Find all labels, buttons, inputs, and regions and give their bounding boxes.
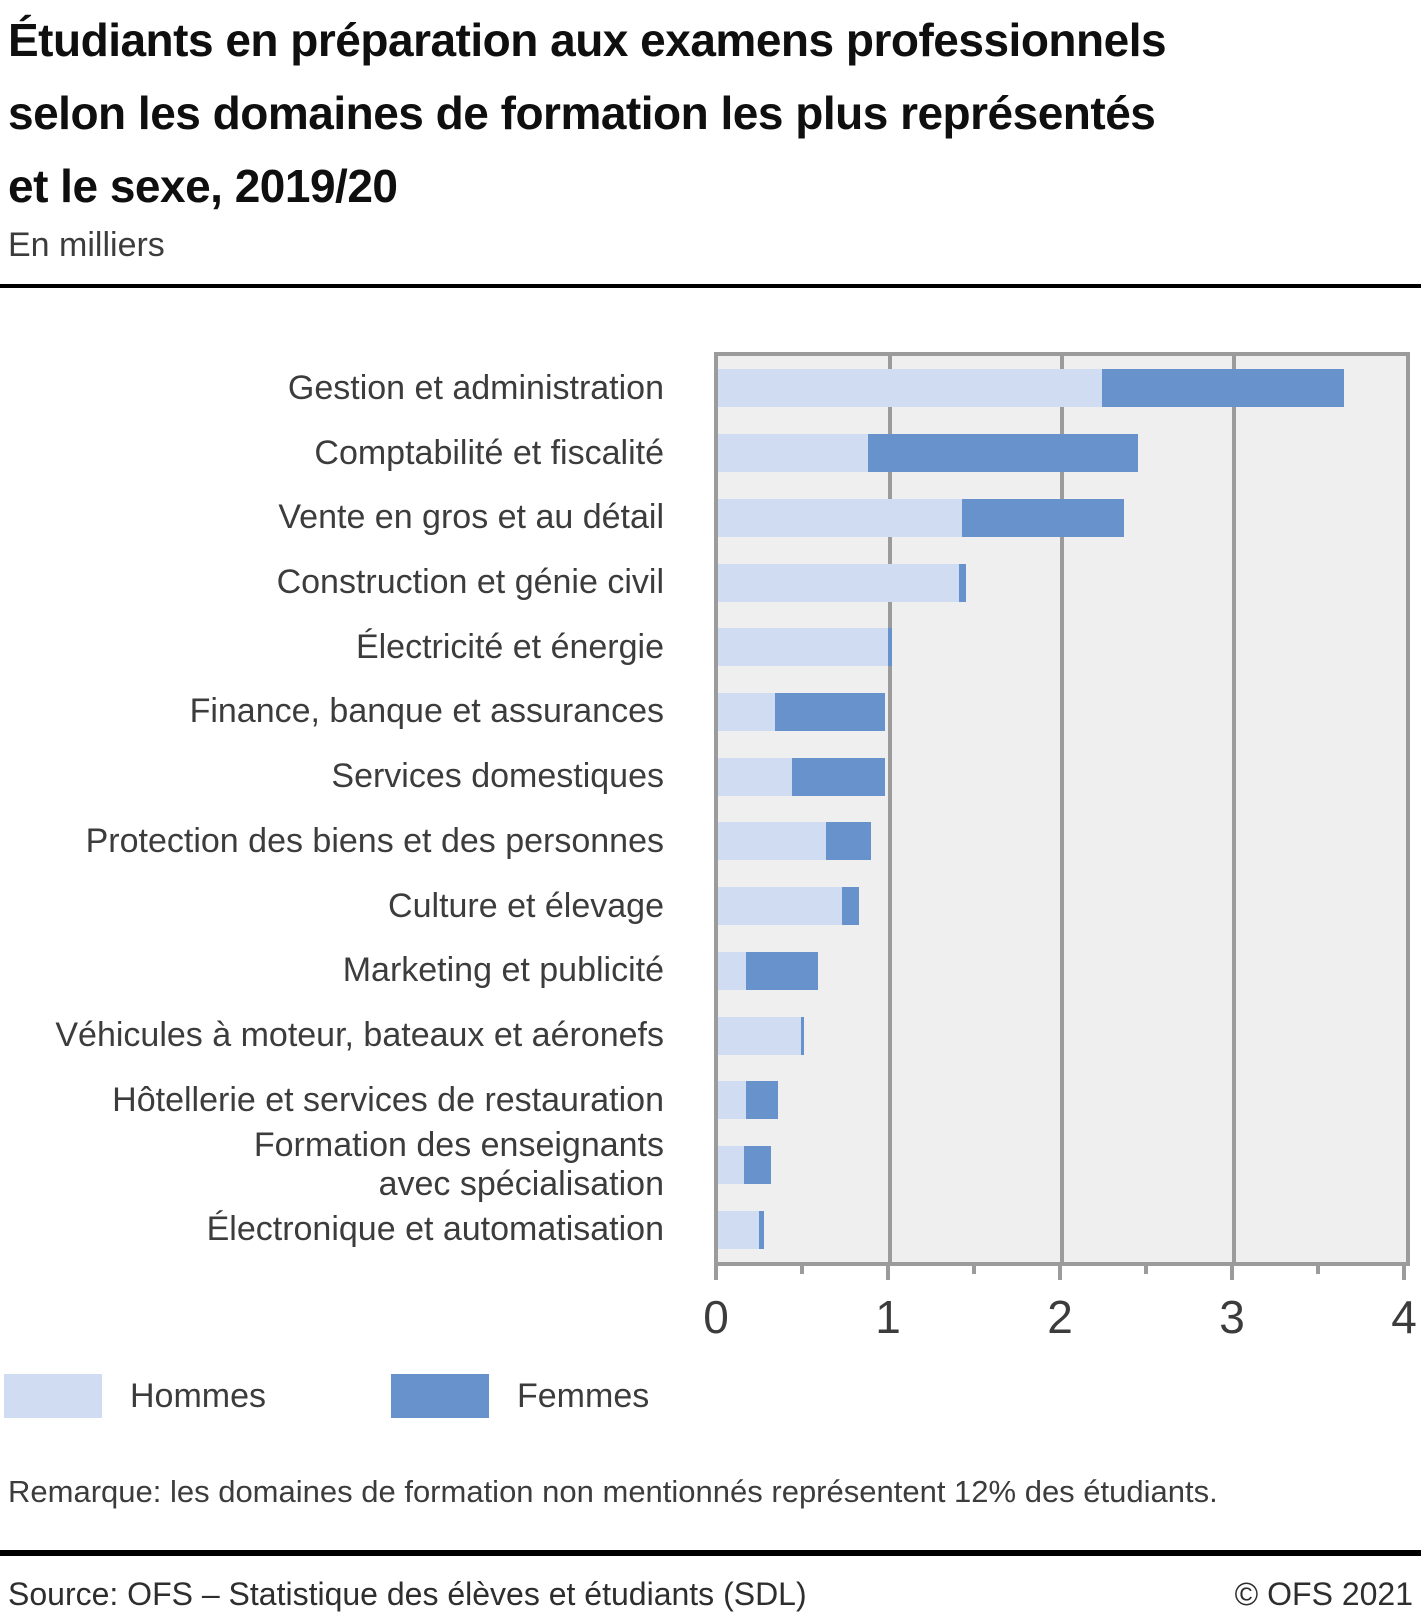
bar-row <box>718 822 872 861</box>
category-label: Formation des enseignants avec spécialis… <box>253 1125 664 1203</box>
x-tick-label: 0 <box>703 1291 729 1343</box>
x-axis-major-tick <box>1230 1266 1234 1280</box>
x-axis: 0 1 2 3 4 <box>703 1266 1417 1386</box>
category-label: Protection des biens et des personnes <box>85 821 664 860</box>
bar-row <box>718 757 885 796</box>
category-label: Finance, banque et assurances <box>189 692 664 731</box>
category-label: Marketing et publicité <box>342 951 664 990</box>
bar-segment-hommes <box>718 628 889 667</box>
gridline-3 <box>1232 356 1236 1262</box>
gridline-1 <box>888 356 892 1262</box>
bar-segment-hommes <box>718 1145 744 1184</box>
source-text: Source: OFS – Statistique des élèves et … <box>8 1576 807 1612</box>
x-axis-minor-tick <box>972 1266 976 1274</box>
category-label: Vente en gros et au détail <box>278 498 664 537</box>
plot-area <box>714 352 1410 1266</box>
chart-subtitle: En milliers <box>8 226 165 264</box>
bar-row <box>718 692 885 731</box>
bar-segment-hommes <box>718 563 959 602</box>
bar-segment-hommes <box>718 887 842 926</box>
bar-segment-femmes <box>800 1016 804 1055</box>
category-label: Véhicules à moteur, bateaux et aéronefs <box>55 1015 664 1054</box>
bar-segment-femmes <box>962 498 1124 537</box>
bar-segment-femmes <box>841 887 860 926</box>
category-label: Électronique et automatisation <box>206 1210 664 1249</box>
category-label: Gestion et administration <box>287 368 664 407</box>
header-divider <box>0 284 1421 288</box>
bar-row <box>718 434 1138 473</box>
legend-label-hommes: Hommes <box>130 1376 267 1415</box>
bar-segment-hommes <box>718 757 792 796</box>
bar-segment-hommes <box>718 1016 801 1055</box>
bar-segment-femmes <box>1101 369 1345 408</box>
bar-row <box>718 1210 765 1249</box>
x-axis-minor-tick <box>1144 1266 1148 1274</box>
x-tick-label: 3 <box>1219 1291 1245 1343</box>
bar-row <box>718 1016 804 1055</box>
bar-row <box>718 628 892 667</box>
category-label: Services domestiques <box>331 757 664 796</box>
bar-segment-femmes <box>888 628 892 667</box>
bar-segment-hommes <box>718 369 1102 408</box>
bar-segment-hommes <box>718 1210 760 1249</box>
bar-row <box>718 1145 772 1184</box>
x-axis-major-tick <box>714 1266 718 1280</box>
bar-segment-femmes <box>743 1145 772 1184</box>
remark-text: Remarque: les domaines de formation non … <box>8 1474 1218 1509</box>
category-label: Culture et élevage <box>388 886 664 925</box>
bar-segment-hommes <box>718 498 963 537</box>
bar-row <box>718 498 1124 537</box>
x-tick-label: 1 <box>875 1291 901 1343</box>
x-axis-major-tick <box>1058 1266 1062 1280</box>
category-label: Construction et génie civil <box>276 562 664 601</box>
bar-row <box>718 369 1345 408</box>
bar-segment-femmes <box>791 757 885 796</box>
x-tick-label: 2 <box>1047 1291 1073 1343</box>
x-axis-major-tick <box>886 1266 890 1280</box>
bar-segment-femmes <box>774 692 885 731</box>
x-axis-minor-tick <box>800 1266 804 1274</box>
bar-row <box>718 951 818 990</box>
bar-row <box>718 563 966 602</box>
legend-item-femmes: Femmes <box>391 1374 649 1418</box>
plot-inner <box>718 356 1406 1262</box>
legend-swatch-hommes <box>4 1374 102 1418</box>
category-label: Comptabilité et fiscalité <box>314 433 664 472</box>
bar-segment-hommes <box>718 692 775 731</box>
category-label: Électricité et énergie <box>355 627 664 666</box>
bar-segment-femmes <box>745 951 818 990</box>
bar-segment-hommes <box>718 434 868 473</box>
x-tick-label: 4 <box>1391 1291 1417 1343</box>
bar-segment-hommes <box>718 1081 746 1120</box>
legend-label-femmes: Femmes <box>517 1376 650 1415</box>
x-axis-major-tick <box>1402 1266 1406 1280</box>
bar-row <box>718 887 860 926</box>
chart-title-line-3: et le sexe, 2019/20 <box>8 160 398 212</box>
bar-segment-femmes <box>759 1210 765 1249</box>
footer-divider <box>0 1550 1421 1556</box>
chart-title-line-2: selon les domaines de formation les plus… <box>8 87 1156 139</box>
category-label: Hôtellerie et services de restauration <box>112 1080 664 1119</box>
bar-segment-femmes <box>826 822 872 861</box>
x-axis-minor-tick <box>1316 1266 1320 1274</box>
bar-segment-femmes <box>745 1081 779 1120</box>
bar-segment-femmes <box>958 563 966 602</box>
bar-segment-hommes <box>718 822 827 861</box>
legend-item-hommes: Hommes <box>4 1374 266 1418</box>
bar-row <box>718 1081 779 1120</box>
legend-swatch-femmes <box>391 1374 489 1418</box>
bar-segment-femmes <box>867 434 1138 473</box>
copyright-text: © OFS 2021 <box>1234 1576 1413 1612</box>
gridline-2 <box>1060 356 1064 1262</box>
chart-title: Étudiants en préparation aux examens pro… <box>8 4 1408 223</box>
bar-segment-hommes <box>718 951 746 990</box>
chart-title-line-1: Étudiants en préparation aux examens pro… <box>8 14 1167 66</box>
